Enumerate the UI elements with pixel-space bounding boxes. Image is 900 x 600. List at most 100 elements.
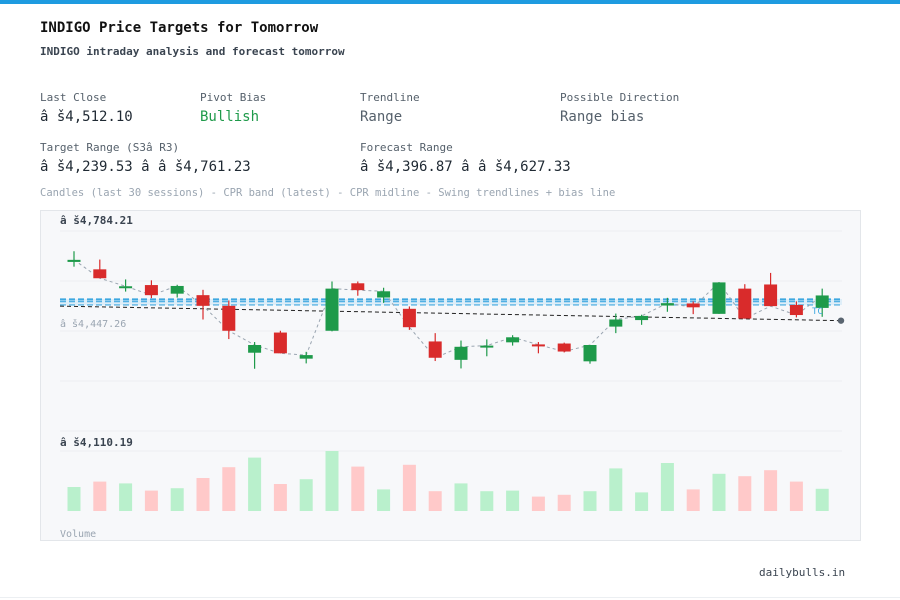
- page-subtitle: INDIGO intraday analysis and forecast to…: [40, 45, 345, 58]
- bear-candle: [196, 289, 210, 320]
- candle-body: [454, 346, 468, 360]
- volume-bar: [67, 487, 81, 511]
- volume-bar: [557, 494, 571, 511]
- bias-marker: [837, 317, 845, 324]
- bull-candle: [815, 288, 829, 317]
- volume-bar: [119, 483, 133, 511]
- candle-body: [764, 284, 778, 307]
- bull-candle: [480, 339, 494, 357]
- volume-bar: [789, 481, 803, 511]
- candle-body: [351, 283, 365, 291]
- volume-bar: [738, 476, 752, 511]
- metric-direction: Possible Direction Range bias: [560, 91, 679, 125]
- candle-body: [660, 303, 674, 306]
- bull-candle: [377, 287, 391, 303]
- bear-candle: [686, 301, 700, 315]
- bear-candle: [738, 284, 752, 319]
- volume-bar: [583, 491, 597, 511]
- volume-bar: [377, 489, 391, 511]
- bull-candle: [635, 314, 649, 325]
- metric-value: â š4,512.10: [40, 109, 133, 125]
- metric-label: Pivot Bias: [200, 91, 267, 104]
- volume-bar: [712, 473, 726, 511]
- bull-candle: [248, 342, 262, 369]
- metric-label: Trendline: [360, 91, 420, 104]
- volume-bar: [480, 491, 494, 511]
- candle-body: [222, 305, 236, 331]
- bull-candle: [325, 281, 339, 332]
- candle-body: [196, 295, 210, 306]
- volume-bar: [609, 468, 623, 511]
- bull-candle: [299, 351, 313, 364]
- volume-bar: [506, 490, 520, 511]
- volume-bar: [428, 491, 442, 511]
- bear-candle: [222, 300, 236, 340]
- metric-trendline: Trendline Range: [360, 91, 420, 125]
- candle-body: [299, 355, 313, 359]
- bull-candle: [67, 251, 81, 267]
- candle-body: [428, 341, 442, 358]
- candle-body: [144, 285, 158, 296]
- volume-bar: [454, 483, 468, 511]
- candle-body: [789, 304, 803, 316]
- bull-candle: [454, 340, 468, 369]
- bear-candle: [402, 306, 416, 330]
- candle-body: [377, 291, 391, 298]
- candle-body: [93, 269, 107, 279]
- candle-body: [506, 337, 520, 343]
- candle-body: [248, 345, 262, 353]
- metric-pivot-bias: Pivot Bias Bullish: [200, 91, 266, 125]
- candle-body: [635, 315, 649, 321]
- metric-value: Range bias: [560, 109, 645, 125]
- metric-label: Forecast Range: [360, 141, 453, 154]
- volume-bar: [170, 488, 184, 511]
- candle-body: [480, 345, 494, 348]
- bottom-divider: [0, 597, 900, 598]
- bear-candle: [273, 330, 287, 354]
- volume-bar: [196, 478, 210, 511]
- bull-candle: [660, 297, 674, 312]
- volume-label: Volume: [60, 529, 96, 540]
- bull-candle: [583, 345, 597, 364]
- trendline-start-label: â š4,447.26: [60, 318, 126, 330]
- candle-body: [712, 282, 726, 314]
- metric-target-range: Target Range (S3â R3) â š4,239.53 â â š4…: [40, 141, 251, 175]
- volume-bar: [248, 457, 262, 511]
- volume-bar: [686, 489, 700, 511]
- chart-legend-note: Candles (last 30 sessions) - CPR band (l…: [40, 187, 616, 199]
- price-low-label: â š4,110.19: [60, 436, 133, 449]
- metric-forecast-range: Forecast Range â š4,396.87 â â š4,627.33: [360, 141, 571, 175]
- candle-body: [325, 288, 339, 331]
- candle-body: [273, 332, 287, 354]
- metric-value: â š4,239.53 â â š4,761.23: [40, 159, 251, 175]
- bear-candle: [93, 259, 107, 279]
- candle-body: [583, 345, 597, 362]
- metric-label: Target Range (S3â R3): [40, 141, 180, 154]
- candle-body: [686, 303, 700, 308]
- bear-candle: [531, 342, 545, 354]
- candle-body: [119, 286, 133, 289]
- metric-value: Range: [360, 109, 403, 125]
- bias-line: [59, 305, 843, 322]
- candlestick-chart: â š4,784.21 â š4,110.19 â š4,447.26 TC V…: [59, 214, 845, 540]
- footer-brand: dailybulls.in: [759, 566, 846, 579]
- bull-candle: [712, 282, 726, 314]
- candle-body: [815, 295, 829, 308]
- volume-bar: [531, 496, 545, 511]
- volume-bar: [299, 479, 313, 511]
- bear-candle: [351, 281, 365, 296]
- bear-candle: [428, 333, 442, 362]
- bull-candle: [119, 279, 133, 292]
- volume-bar: [222, 467, 236, 511]
- bear-candle: [764, 272, 778, 307]
- metric-label: Last Close: [40, 91, 107, 104]
- bear-candle: [557, 342, 571, 353]
- price-high-label: â š4,784.21: [60, 214, 133, 227]
- volume-bar: [402, 464, 416, 511]
- candle-body: [67, 259, 81, 262]
- volume-bar: [635, 492, 649, 511]
- candle-body: [557, 343, 571, 352]
- volume-bar: [764, 470, 778, 511]
- volume-bar: [144, 490, 158, 511]
- page-title: INDIGO Price Targets for Tomorrow: [40, 20, 319, 36]
